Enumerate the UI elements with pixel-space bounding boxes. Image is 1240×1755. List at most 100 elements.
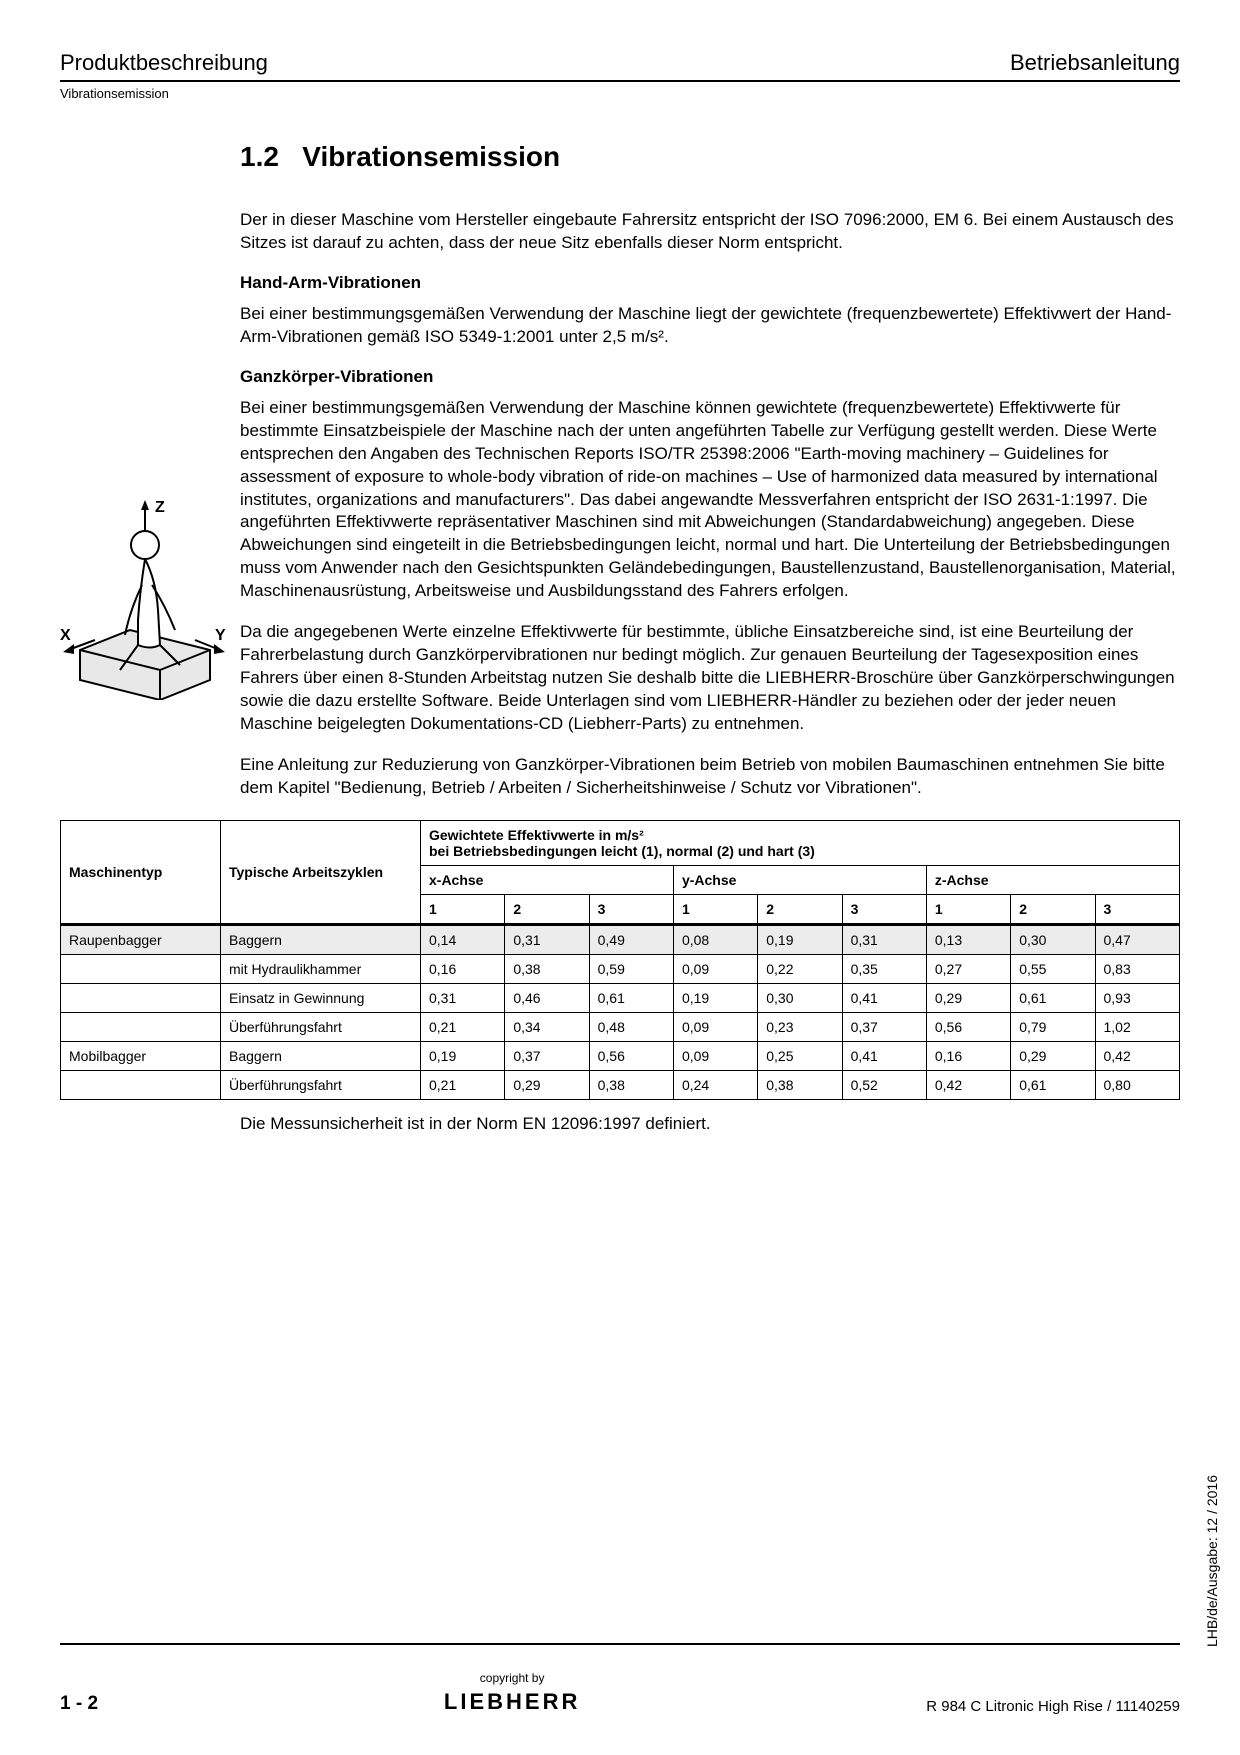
cell-value: 0,59	[589, 954, 673, 983]
cell-value: 0,83	[1095, 954, 1180, 983]
cell-value: 0,21	[421, 1012, 505, 1041]
cell-value: 0,25	[758, 1041, 842, 1070]
cell-machine	[61, 1012, 221, 1041]
cell-value: 0,37	[505, 1041, 589, 1070]
cell-cycle: Überführungsfahrt	[221, 1012, 421, 1041]
axis-y-label: Y	[215, 627, 226, 644]
th-cycle: Typische Arbeitszyklen	[221, 820, 421, 924]
cell-value: 0,47	[1095, 924, 1180, 954]
footer-center: copyright by LIEBHERR	[98, 1671, 926, 1715]
cell-value: 0,49	[589, 924, 673, 954]
table-row: Überführungsfahrt0,210,290,380,240,380,5…	[61, 1070, 1180, 1099]
cell-value: 0,56	[589, 1041, 673, 1070]
th-group: Gewichtete Effektivwerte in m/s² bei Bet…	[421, 820, 1180, 865]
cell-value: 0,46	[505, 983, 589, 1012]
table-row: Überführungsfahrt0,210,340,480,090,230,3…	[61, 1012, 1180, 1041]
footer-rule	[60, 1643, 1180, 1645]
cell-value: 0,31	[421, 983, 505, 1012]
cell-value: 0,79	[1011, 1012, 1095, 1041]
brand: LIEBHERR	[98, 1689, 926, 1715]
cell-value: 0,61	[1011, 983, 1095, 1012]
subhead-whole-body: Ganzkörper-Vibrationen	[240, 367, 1180, 387]
cell-value: 0,35	[842, 954, 926, 983]
cell-value: 0,38	[758, 1070, 842, 1099]
th-machine: Maschinentyp	[61, 820, 221, 924]
cell-value: 0,29	[926, 983, 1010, 1012]
cell-machine	[61, 1070, 221, 1099]
th-group-1: Gewichtete Effektivwerte in m/s²	[429, 827, 644, 843]
cell-value: 0,42	[1095, 1041, 1180, 1070]
table-note: Die Messunsicherheit ist in der Norm EN …	[240, 1114, 1180, 1134]
cell-value: 0,29	[505, 1070, 589, 1099]
header-right: Betriebsanleitung	[1010, 50, 1180, 76]
cell-value: 0,14	[421, 924, 505, 954]
cell-machine	[61, 983, 221, 1012]
cell-value: 0,19	[421, 1041, 505, 1070]
table-row: RaupenbaggerBaggern0,140,310,490,080,190…	[61, 924, 1180, 954]
cell-value: 0,38	[589, 1070, 673, 1099]
table-row: MobilbaggerBaggern0,190,370,560,090,250,…	[61, 1041, 1180, 1070]
cell-value: 0,37	[842, 1012, 926, 1041]
cell-value: 0,13	[926, 924, 1010, 954]
th-x3: 3	[589, 894, 673, 924]
th-x1: 1	[421, 894, 505, 924]
th-z2: 2	[1011, 894, 1095, 924]
section-number: 1.2	[240, 141, 279, 172]
cell-value: 0,41	[842, 983, 926, 1012]
cell-cycle: Baggern	[221, 1041, 421, 1070]
cell-value: 0,48	[589, 1012, 673, 1041]
th-x: x-Achse	[421, 865, 674, 894]
section-name: Vibrationsemission	[302, 141, 560, 172]
th-z1: 1	[926, 894, 1010, 924]
cell-value: 0,09	[673, 1041, 757, 1070]
cell-cycle: Baggern	[221, 924, 421, 954]
th-y: y-Achse	[673, 865, 926, 894]
table-row: Einsatz in Gewinnung0,310,460,610,190,30…	[61, 983, 1180, 1012]
page-header: Produktbeschreibung Betriebsanleitung	[60, 50, 1180, 82]
cell-value: 0,21	[421, 1070, 505, 1099]
cell-value: 0,61	[589, 983, 673, 1012]
cell-value: 0,29	[1011, 1041, 1095, 1070]
cell-value: 0,09	[673, 1012, 757, 1041]
cell-machine	[61, 954, 221, 983]
content-area: 1.2 Vibrationsemission Der in dieser Mas…	[240, 141, 1180, 800]
header-left: Produktbeschreibung	[60, 50, 268, 76]
th-y1: 1	[673, 894, 757, 924]
th-group-2: bei Betriebsbedingungen leicht (1), norm…	[429, 843, 815, 859]
cell-value: 0,16	[421, 954, 505, 983]
cell-machine: Raupenbagger	[61, 924, 221, 954]
cell-machine: Mobilbagger	[61, 1041, 221, 1070]
copyright: copyright by	[98, 1671, 926, 1685]
vibration-table: Maschinentyp Typische Arbeitszyklen Gewi…	[60, 820, 1180, 1100]
axis-z-label: Z	[155, 500, 165, 516]
cell-value: 0,24	[673, 1070, 757, 1099]
cell-cycle: mit Hydraulikhammer	[221, 954, 421, 983]
side-edition: LHB/de/Ausgabe: 12 / 2016	[1204, 1475, 1220, 1647]
cell-value: 0,19	[758, 924, 842, 954]
cell-value: 0,52	[842, 1070, 926, 1099]
cell-value: 0,27	[926, 954, 1010, 983]
table-row: mit Hydraulikhammer0,160,380,590,090,220…	[61, 954, 1180, 983]
cell-value: 0,42	[926, 1070, 1010, 1099]
whole-body-para-3: Eine Anleitung zur Reduzierung von Ganzk…	[240, 754, 1180, 800]
th-z: z-Achse	[926, 865, 1179, 894]
cell-value: 0,19	[673, 983, 757, 1012]
whole-body-para-1: Bei einer bestimmungsgemäßen Verwendung …	[240, 397, 1180, 603]
hand-arm-para: Bei einer bestimmungsgemäßen Verwendung …	[240, 303, 1180, 349]
cell-value: 0,30	[1011, 924, 1095, 954]
footer-right: R 984 C Litronic High Rise / 11140259	[926, 1698, 1180, 1715]
cell-cycle: Einsatz in Gewinnung	[221, 983, 421, 1012]
cell-value: 1,02	[1095, 1012, 1180, 1041]
th-y3: 3	[842, 894, 926, 924]
cell-value: 0,31	[842, 924, 926, 954]
section-title: 1.2 Vibrationsemission	[240, 141, 1180, 173]
th-y2: 2	[758, 894, 842, 924]
axis-x-label: X	[60, 627, 71, 644]
cell-value: 0,31	[505, 924, 589, 954]
intro-para: Der in dieser Maschine vom Hersteller ei…	[240, 209, 1180, 255]
table-body: RaupenbaggerBaggern0,140,310,490,080,190…	[61, 924, 1180, 1099]
cell-value: 0,41	[842, 1041, 926, 1070]
cell-value: 0,09	[673, 954, 757, 983]
header-sub: Vibrationsemission	[60, 86, 1180, 101]
cell-value: 0,61	[1011, 1070, 1095, 1099]
